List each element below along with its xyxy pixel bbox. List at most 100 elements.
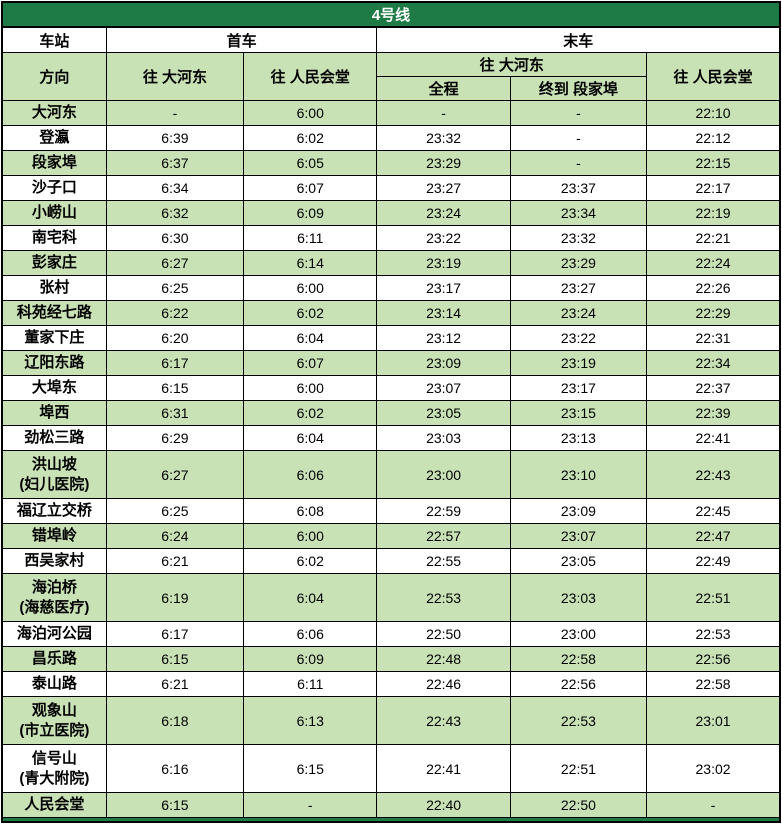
station-row: 张村 6:25 6:00 23:17 23:27 22:26 — [1, 275, 781, 301]
station-name: 大河东 — [1, 100, 107, 126]
time-cell-last-to-duanjiabu: - — [509, 125, 648, 151]
station-name-line1: 海泊河公园 — [16, 625, 92, 643]
station-name: 大埠东 — [1, 375, 107, 401]
time-cell-last-full-trip: 23:09 — [376, 350, 511, 376]
time-cell-last-full-trip: 23:03 — [376, 425, 511, 451]
time-cell-last-full-trip: 23:00 — [376, 450, 511, 499]
time-cell-last-to-duanjiabu: 23:29 — [509, 250, 648, 276]
time-cell-first-to-dahedong: 6:39 — [105, 125, 245, 151]
station-name-line2: (市立医院) — [19, 721, 90, 739]
time-cell-last-full-trip: 23:17 — [376, 275, 511, 301]
station-row: 董家下庄 6:20 6:04 23:12 23:22 22:31 — [1, 325, 781, 351]
station-name: 信号山 (青大附院) — [1, 744, 107, 793]
time-cell-last-to-duanjiabu: 23:37 — [509, 175, 648, 201]
time-cell-first-to-dahedong: 6:25 — [105, 275, 245, 301]
time-cell-last-to-renmin: 22:43 — [646, 450, 781, 499]
header-row-1: 车站 首车 末车 — [1, 26, 781, 53]
station-name: 劲松三路 — [1, 425, 107, 451]
time-cell-last-to-renmin: 22:41 — [646, 425, 781, 451]
time-cell-first-to-renmin: 6:11 — [243, 225, 378, 251]
station-row: 科苑经七路 6:22 6:02 23:14 23:24 22:29 — [1, 300, 781, 326]
station-name-line1: 洪山坡 — [31, 456, 77, 473]
time-cell-last-to-duanjiabu: 23:07 — [509, 523, 648, 549]
header-first-to-dahedong: 往 大河东 — [105, 52, 245, 101]
time-cell-last-to-duanjiabu: 22:56 — [509, 671, 648, 697]
time-cell-last-to-duanjiabu: 22:53 — [509, 696, 648, 745]
station-name-line1: 劲松三路 — [24, 429, 85, 447]
time-cell-last-full-trip: 22:41 — [376, 744, 511, 793]
station-name-line1: 彭家庄 — [31, 254, 77, 272]
time-cell-last-to-duanjiabu: 23:00 — [509, 621, 648, 647]
station-name: 海泊河公园 — [1, 621, 107, 647]
time-cell-last-full-trip: 22:40 — [376, 792, 511, 818]
time-cell-first-to-dahedong: 6:30 — [105, 225, 245, 251]
station-name: 彭家庄 — [1, 250, 107, 276]
station-row: 大埠东 6:15 6:00 23:07 23:17 22:37 — [1, 375, 781, 401]
timetable-body: 大河东 -6:00- -22:10 登瀛 6:39 6:02 23:32-22:12 段家埠 6… — [1, 100, 781, 818]
time-cell-last-full-trip: 22:53 — [376, 573, 511, 622]
time-cell-first-to-renmin: 6:08 — [243, 498, 378, 524]
station-name-line1: 埠西 — [39, 404, 70, 422]
time-cell-last-to-renmin: 22:51 — [646, 573, 781, 622]
header-first-to-renmin: 往 人民会堂 — [243, 52, 378, 101]
time-cell-last-to-renmin: 22:19 — [646, 200, 781, 226]
station-name-line1: 董家下庄 — [24, 329, 85, 347]
time-cell-last-full-trip: 23:29 — [376, 150, 511, 176]
time-cell-last-to-renmin: 22:12 — [646, 125, 781, 151]
station-name: 昌乐路 — [1, 646, 107, 672]
station-name-line2: (青大附院) — [19, 769, 90, 787]
time-cell-last-to-duanjiabu: 23:17 — [509, 375, 648, 401]
time-cell-first-to-renmin: 6:15 — [243, 744, 378, 793]
time-cell-last-full-trip: 22:46 — [376, 671, 511, 697]
time-cell-last-to-renmin: - — [646, 792, 781, 818]
header-last-to-dahedong: 往 大河东 — [376, 52, 648, 77]
station-name-line1: 大河东 — [31, 104, 77, 122]
title-row: 4号线 — [1, 1, 781, 28]
station-row: 泰山路 6:21 6:11 22:46 22:56 22:58 — [1, 671, 781, 697]
station-name-line1: 西吴家村 — [24, 552, 85, 570]
station-row: 劲松三路 6:29 6:04 23:03 23:13 22:41 — [1, 425, 781, 451]
time-cell-first-to-dahedong: 6:27 — [105, 450, 245, 499]
station-name-line1: 沙子口 — [31, 179, 77, 197]
time-cell-last-full-trip: 22:59 — [376, 498, 511, 524]
station-name-line1: 大埠东 — [31, 379, 77, 397]
time-cell-first-to-renmin: 6:00 — [243, 375, 378, 401]
station-name: 沙子口 — [1, 175, 107, 201]
station-name: 南宅科 — [1, 225, 107, 251]
header-row-2: 方向 往 大河东 往 人民会堂 往 大河东 往 人民会堂 — [1, 52, 781, 101]
time-cell-last-to-renmin: 23:02 — [646, 744, 781, 793]
station-row: 南宅科 6:30 6:11 23:22 23:32 22:21 — [1, 225, 781, 251]
header-station: 车站 — [1, 26, 107, 53]
station-name-line2: (海慈医疗) — [19, 598, 90, 616]
station-name-line1: 观象山 — [31, 702, 77, 719]
time-cell-last-to-renmin: 22:34 — [646, 350, 781, 376]
time-cell-last-full-trip: 22:43 — [376, 696, 511, 745]
station-name-line1: 段家埠 — [31, 154, 77, 172]
bottom-strip-row — [1, 817, 781, 823]
time-cell-first-to-dahedong: 6:20 — [105, 325, 245, 351]
time-cell-last-to-duanjiabu: 22:58 — [509, 646, 648, 672]
station-name: 海泊桥 (海慈医疗) — [1, 573, 107, 622]
time-cell-last-to-duanjiabu: 23:22 — [509, 325, 648, 351]
station-row: 段家埠 6:37 6:05 23:29-22:15 — [1, 150, 781, 176]
station-row: 彭家庄 6:27 6:14 23:19 23:29 22:24 — [1, 250, 781, 276]
time-cell-last-full-trip: - — [376, 100, 511, 126]
header-last-to-renmin: 往 人民会堂 — [646, 52, 781, 101]
time-cell-last-to-renmin: 22:37 — [646, 375, 781, 401]
time-cell-last-to-renmin: 22:26 — [646, 275, 781, 301]
time-cell-first-to-dahedong: 6:32 — [105, 200, 245, 226]
time-cell-first-to-dahedong: 6:15 — [105, 792, 245, 818]
station-name-line1: 福辽立交桥 — [16, 502, 92, 520]
time-cell-first-to-renmin: 6:02 — [243, 400, 378, 426]
station-name: 小崂山 — [1, 200, 107, 226]
bottom-green-strip — [1, 817, 781, 823]
station-name-line1: 昌乐路 — [31, 650, 77, 668]
time-cell-first-to-dahedong: 6:17 — [105, 621, 245, 647]
time-cell-first-to-renmin: 6:02 — [243, 125, 378, 151]
time-cell-last-to-renmin: 22:17 — [646, 175, 781, 201]
station-row: 观象山 (市立医院) 6:18 6:13 22:43 22:53 23:01 — [1, 696, 781, 745]
time-cell-last-to-duanjiabu: 23:10 — [509, 450, 648, 499]
station-row: 海泊桥 (海慈医疗) 6:19 6:04 22:53 23:03 22:51 — [1, 573, 781, 622]
station-row: 昌乐路 6:15 6:09 22:48 22:58 22:56 — [1, 646, 781, 672]
time-cell-last-to-renmin: 22:47 — [646, 523, 781, 549]
